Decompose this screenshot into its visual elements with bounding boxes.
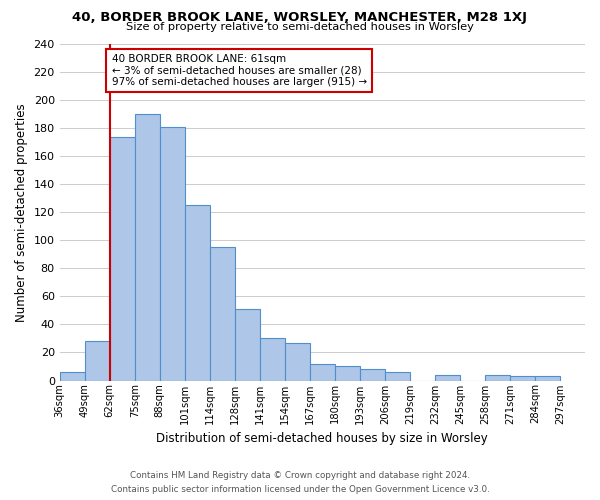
Bar bbox=[385, 372, 410, 380]
Bar bbox=[535, 376, 560, 380]
Bar bbox=[435, 375, 460, 380]
Bar bbox=[210, 248, 235, 380]
X-axis label: Distribution of semi-detached houses by size in Worsley: Distribution of semi-detached houses by … bbox=[157, 432, 488, 445]
Bar bbox=[510, 376, 535, 380]
Bar bbox=[185, 205, 210, 380]
Bar bbox=[260, 338, 285, 380]
Bar bbox=[110, 136, 135, 380]
Y-axis label: Number of semi-detached properties: Number of semi-detached properties bbox=[15, 103, 28, 322]
Bar bbox=[360, 370, 385, 380]
Bar bbox=[59, 372, 85, 380]
Bar bbox=[285, 342, 310, 380]
Bar bbox=[135, 114, 160, 380]
Bar bbox=[160, 126, 185, 380]
Bar bbox=[235, 309, 260, 380]
Bar bbox=[85, 342, 110, 380]
Bar bbox=[335, 366, 360, 380]
Text: Contains HM Land Registry data © Crown copyright and database right 2024.
Contai: Contains HM Land Registry data © Crown c… bbox=[110, 472, 490, 494]
Text: 40, BORDER BROOK LANE, WORSLEY, MANCHESTER, M28 1XJ: 40, BORDER BROOK LANE, WORSLEY, MANCHEST… bbox=[73, 11, 527, 24]
Text: 40 BORDER BROOK LANE: 61sqm
← 3% of semi-detached houses are smaller (28)
97% of: 40 BORDER BROOK LANE: 61sqm ← 3% of semi… bbox=[112, 54, 367, 87]
Bar bbox=[485, 375, 510, 380]
Bar bbox=[310, 364, 335, 380]
Text: Size of property relative to semi-detached houses in Worsley: Size of property relative to semi-detach… bbox=[126, 22, 474, 32]
